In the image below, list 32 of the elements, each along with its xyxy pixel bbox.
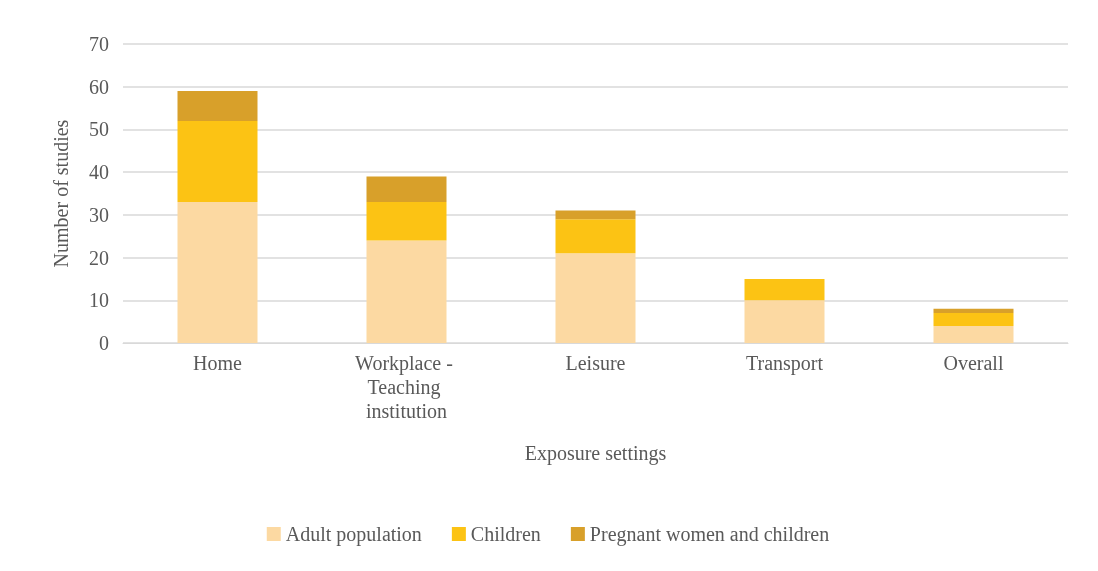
bar [744, 278, 825, 301]
x-tick-label: Transport [745, 352, 824, 375]
y-tick-label: 40 [89, 161, 109, 184]
bar [555, 210, 636, 220]
x-tick-label: Leisure [565, 352, 626, 374]
y-tick-label: 60 [89, 75, 109, 98]
bar [177, 90, 258, 121]
bar [933, 313, 1014, 326]
legend-label: Children [470, 523, 541, 545]
x-tick-label: Home [193, 352, 243, 374]
bar [555, 219, 636, 254]
bar [366, 202, 447, 241]
bar [366, 176, 447, 203]
y-tick-label: 30 [89, 203, 109, 226]
bar [177, 120, 258, 203]
bar [933, 308, 1014, 314]
x-axis-title: Exposure settings [524, 442, 667, 465]
x-tick-label: Overall [943, 352, 1004, 374]
bar [177, 202, 258, 343]
y-tick-label: 20 [89, 246, 109, 269]
y-tick-label: 10 [89, 289, 109, 312]
bar [555, 253, 636, 343]
bar [366, 240, 447, 343]
legend-label: Pregnant women and children [589, 523, 830, 546]
bar [933, 325, 1014, 343]
y-tick-label: 70 [89, 33, 109, 55]
x-tick-label: Workplace - Teaching institution [355, 352, 458, 422]
y-tick-label: 0 [99, 332, 109, 354]
y-tick-label: 50 [89, 118, 109, 141]
bar [744, 300, 825, 343]
y-axis-title: Number of studies [50, 119, 72, 268]
legend-label: Adult population [285, 523, 422, 546]
